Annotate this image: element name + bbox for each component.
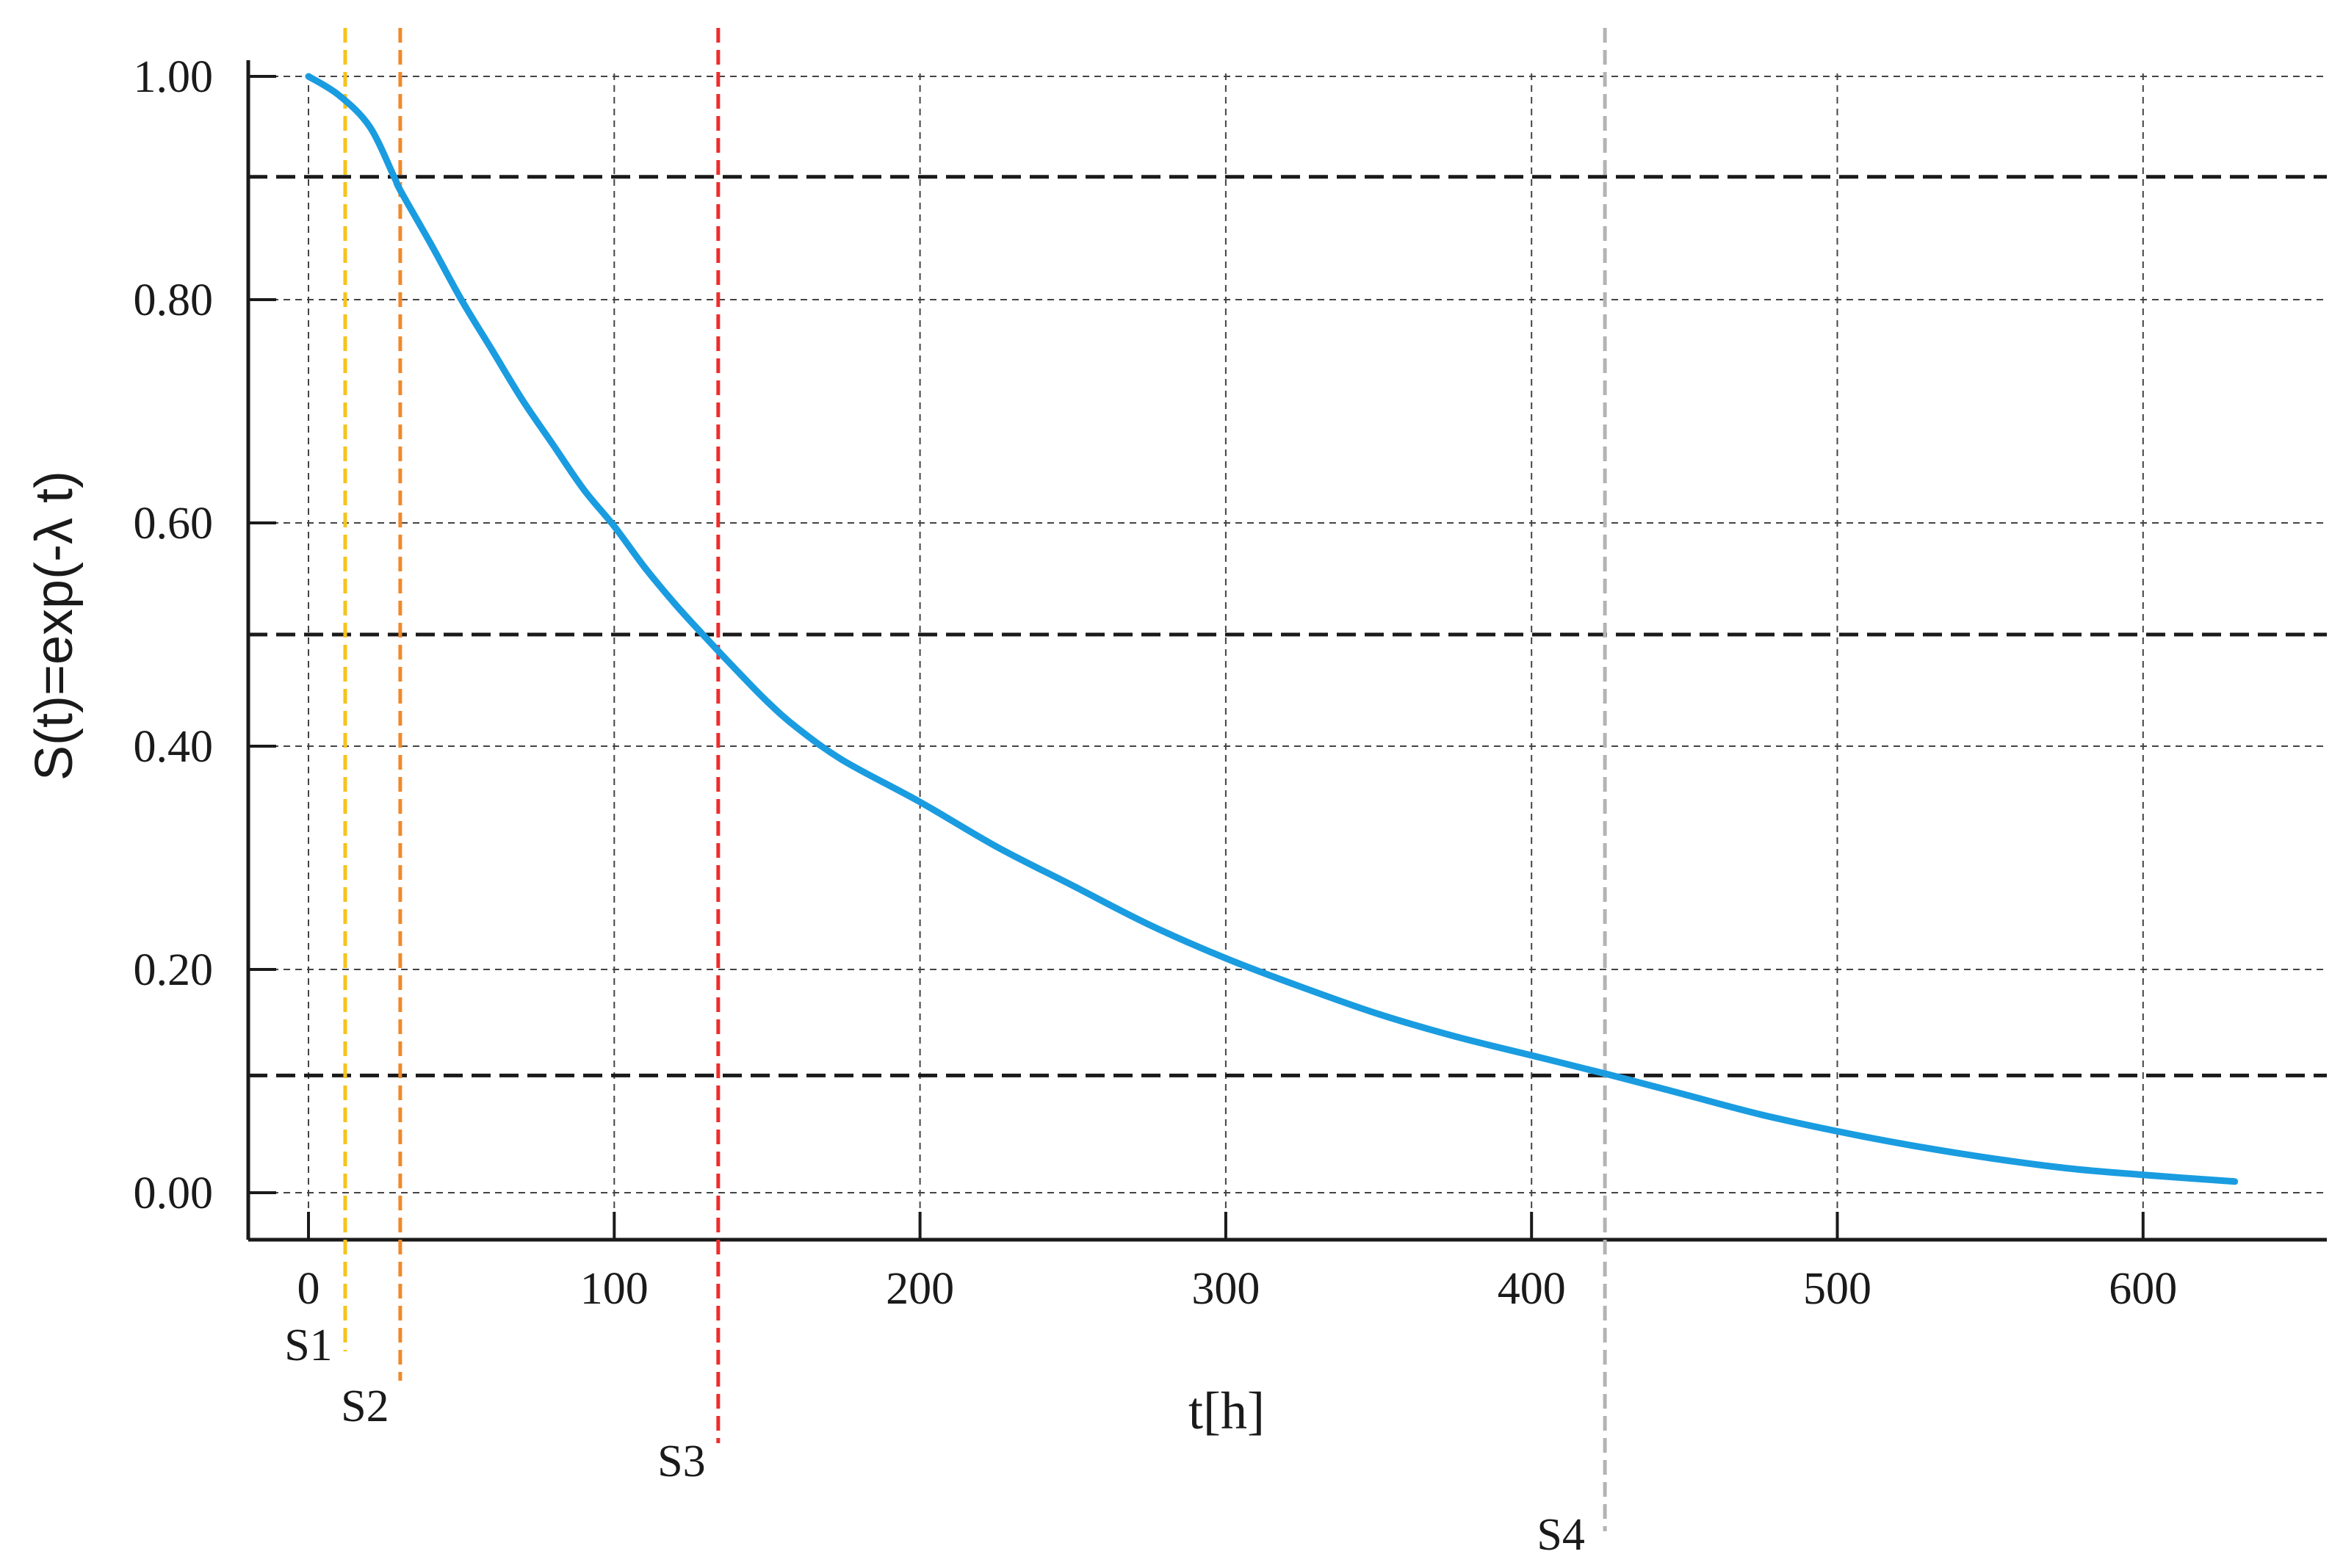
marker-label-s4: S4 bbox=[1537, 1510, 1584, 1560]
y-tick-label: 0.00 bbox=[134, 1168, 214, 1218]
x-tick-label: 200 bbox=[886, 1264, 954, 1314]
marker-label-s1: S1 bbox=[284, 1320, 332, 1370]
survival-curve bbox=[305, 73, 2239, 1185]
x-tick-label: 100 bbox=[580, 1264, 649, 1314]
y-tick-label: 1.00 bbox=[134, 52, 214, 102]
x-tick-label: 0 bbox=[297, 1264, 320, 1314]
series-layer bbox=[305, 73, 2239, 1185]
y-tick-label: 0.20 bbox=[134, 945, 214, 995]
label-layer: 0.00 0.20 0.40 0.60 0.80 1.00 0 100 200 300 400 500… bbox=[134, 52, 2178, 1560]
x-tick-label: 600 bbox=[2109, 1264, 2177, 1314]
x-tick-label: 500 bbox=[1803, 1264, 1871, 1314]
x-tick-label: 300 bbox=[1191, 1264, 1260, 1314]
x-tick-label: 400 bbox=[1498, 1264, 1566, 1314]
y-tick-label: 0.80 bbox=[134, 275, 214, 325]
marker-lines bbox=[343, 28, 1607, 1531]
marker-label-s2: S2 bbox=[341, 1381, 389, 1431]
grid-layer bbox=[248, 73, 2327, 1240]
reference-lines bbox=[248, 175, 2327, 1077]
y-tick-label: 0.40 bbox=[134, 722, 214, 772]
y-tick-label: 0.60 bbox=[134, 499, 214, 549]
axes bbox=[246, 60, 2327, 1242]
y-axis-title: S(t)=exp(-λ t) bbox=[25, 471, 84, 781]
x-axis-title: t[h] bbox=[1188, 1381, 1265, 1440]
marker-label-s3: S3 bbox=[657, 1437, 705, 1486]
